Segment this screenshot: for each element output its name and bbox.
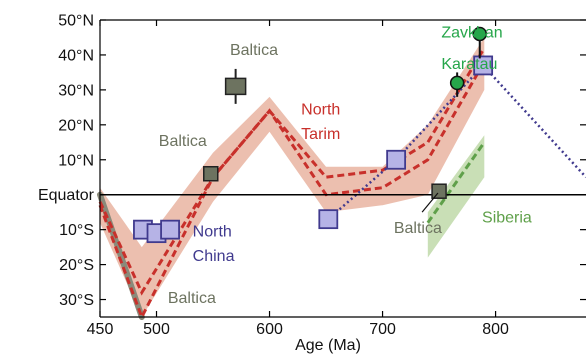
x-tick-label: 500 [143, 321, 170, 338]
axes: 50°N 40°N 30°N 20°N 10°N Equator 10°S 20°S 30°S 4… [38, 13, 586, 338]
baltica-point [431, 183, 447, 199]
annotation-label: North [301, 101, 340, 118]
baltica-point [224, 77, 247, 96]
annotations: Baltica Baltica Baltica Baltica North Tarim Za… [159, 24, 532, 307]
north-tarim-band [100, 37, 485, 317]
x-tick-label: 800 [482, 321, 509, 338]
north-china-point [473, 55, 494, 76]
annotation-label: Baltica [394, 220, 442, 237]
series-lines [98, 47, 586, 321]
y-tick-label: 10°N [58, 152, 94, 169]
data-points [133, 26, 494, 244]
siberia-band [427, 135, 485, 258]
zavkhan-point [472, 26, 488, 42]
y-tick-label: Equator [38, 187, 95, 204]
north-china-trend [327, 63, 586, 221]
y-tick-label: 30°S [59, 292, 94, 309]
annotation-label: North [193, 224, 232, 241]
annotation-label: Tarim [301, 126, 340, 143]
annotation-label: Baltica [159, 133, 207, 150]
baltica-leader-line [421, 192, 439, 213]
y-tick-label: 50°N [58, 13, 94, 30]
uncertainty-bands [97, 37, 485, 320]
y-tick-label: 40°N [58, 47, 94, 64]
annotation-label: Karatau [441, 56, 497, 73]
north-tarim-line [98, 61, 486, 296]
annotation-label: China [193, 248, 235, 265]
x-tick-label: 450 [87, 321, 114, 338]
north-china-point [160, 219, 180, 240]
x-tick-label: 600 [256, 321, 283, 338]
x-axis-label: Age (Ma) [295, 337, 361, 354]
y-tick-label: 20°N [58, 117, 94, 134]
annotation-label: Baltica [168, 290, 216, 307]
annotation-label: Siberia [482, 210, 532, 227]
baltica-point [203, 165, 219, 182]
siberia-line [426, 141, 486, 224]
north-tarim-line-alt [98, 47, 486, 321]
y-tick-label: 10°S [59, 222, 94, 239]
north-china-point [386, 149, 407, 170]
y-tick-label: 30°N [58, 82, 94, 99]
y-tick-label: 20°S [59, 257, 94, 274]
annotation-label: Zavkhan [441, 24, 502, 41]
north-china-point [318, 209, 339, 230]
x-tick-label: 700 [369, 321, 396, 338]
annotation-label: Baltica [230, 42, 278, 59]
zavkhan-point [449, 75, 465, 91]
